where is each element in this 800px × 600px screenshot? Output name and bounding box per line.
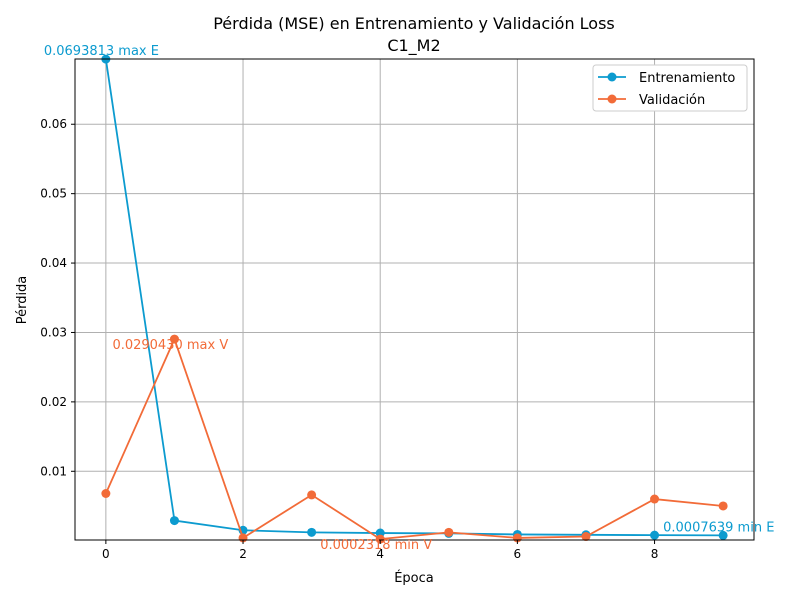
y-tick-label: 0.02 xyxy=(40,395,67,409)
y-tick-label: 0.06 xyxy=(40,117,67,131)
legend: Entrenamiento Validación xyxy=(592,64,748,112)
data-point xyxy=(718,530,728,540)
x-tick-label: 8 xyxy=(651,547,659,561)
series-line-0 xyxy=(104,58,724,537)
annotation-label: 0.0007639 min E xyxy=(663,520,774,535)
x-tick-label: 6 xyxy=(514,547,522,561)
plot-frame xyxy=(74,58,755,541)
series-line-1 xyxy=(105,336,724,541)
data-point xyxy=(650,530,660,540)
legend-swatch-marker xyxy=(607,72,617,82)
annotation-label: 0.0693813 max E xyxy=(44,44,159,59)
data-point xyxy=(718,501,728,511)
x-axis-label: Época xyxy=(394,570,434,586)
data-point xyxy=(650,494,660,504)
legend-label: Entrenamiento xyxy=(639,71,735,86)
series-layer xyxy=(101,54,728,544)
y-tick-label: 0.04 xyxy=(40,256,67,270)
legend-label: Validación xyxy=(639,93,705,108)
y-axis-label: Pérdida xyxy=(15,276,30,325)
x-tick-label: 4 xyxy=(376,547,384,561)
x-tick-label: 2 xyxy=(239,547,247,561)
grid-lines xyxy=(75,59,754,540)
data-point xyxy=(444,527,454,537)
annotation-label: 0.0290430 max V xyxy=(112,338,228,353)
legend-swatch-marker xyxy=(607,94,617,104)
annotations: 0.0693813 max E 0.0290430 max V 0.0002318 … xyxy=(44,44,775,553)
y-tick-label: 0.05 xyxy=(40,187,67,201)
y-tick-label: 0.03 xyxy=(40,325,67,339)
data-point xyxy=(169,516,179,526)
data-point xyxy=(375,534,385,544)
chart-title: Pérdida (MSE) en Entrenamiento y Validac… xyxy=(213,14,615,33)
data-point xyxy=(307,527,317,537)
data-point xyxy=(101,488,111,498)
legend-box xyxy=(592,64,748,112)
y-tick-label: 0.01 xyxy=(40,464,67,478)
annotation-label: 0.0002318 min V xyxy=(320,538,432,553)
x-tick-label: 0 xyxy=(102,547,110,561)
axis-ticks: 0 2 4 6 8 0.01 0.02 0.03 0.04 0.05 0.06 xyxy=(40,117,658,561)
data-point xyxy=(307,490,317,500)
data-point xyxy=(169,334,179,344)
data-point xyxy=(581,532,591,542)
chart-subtitle: C1_M2 xyxy=(387,36,440,56)
